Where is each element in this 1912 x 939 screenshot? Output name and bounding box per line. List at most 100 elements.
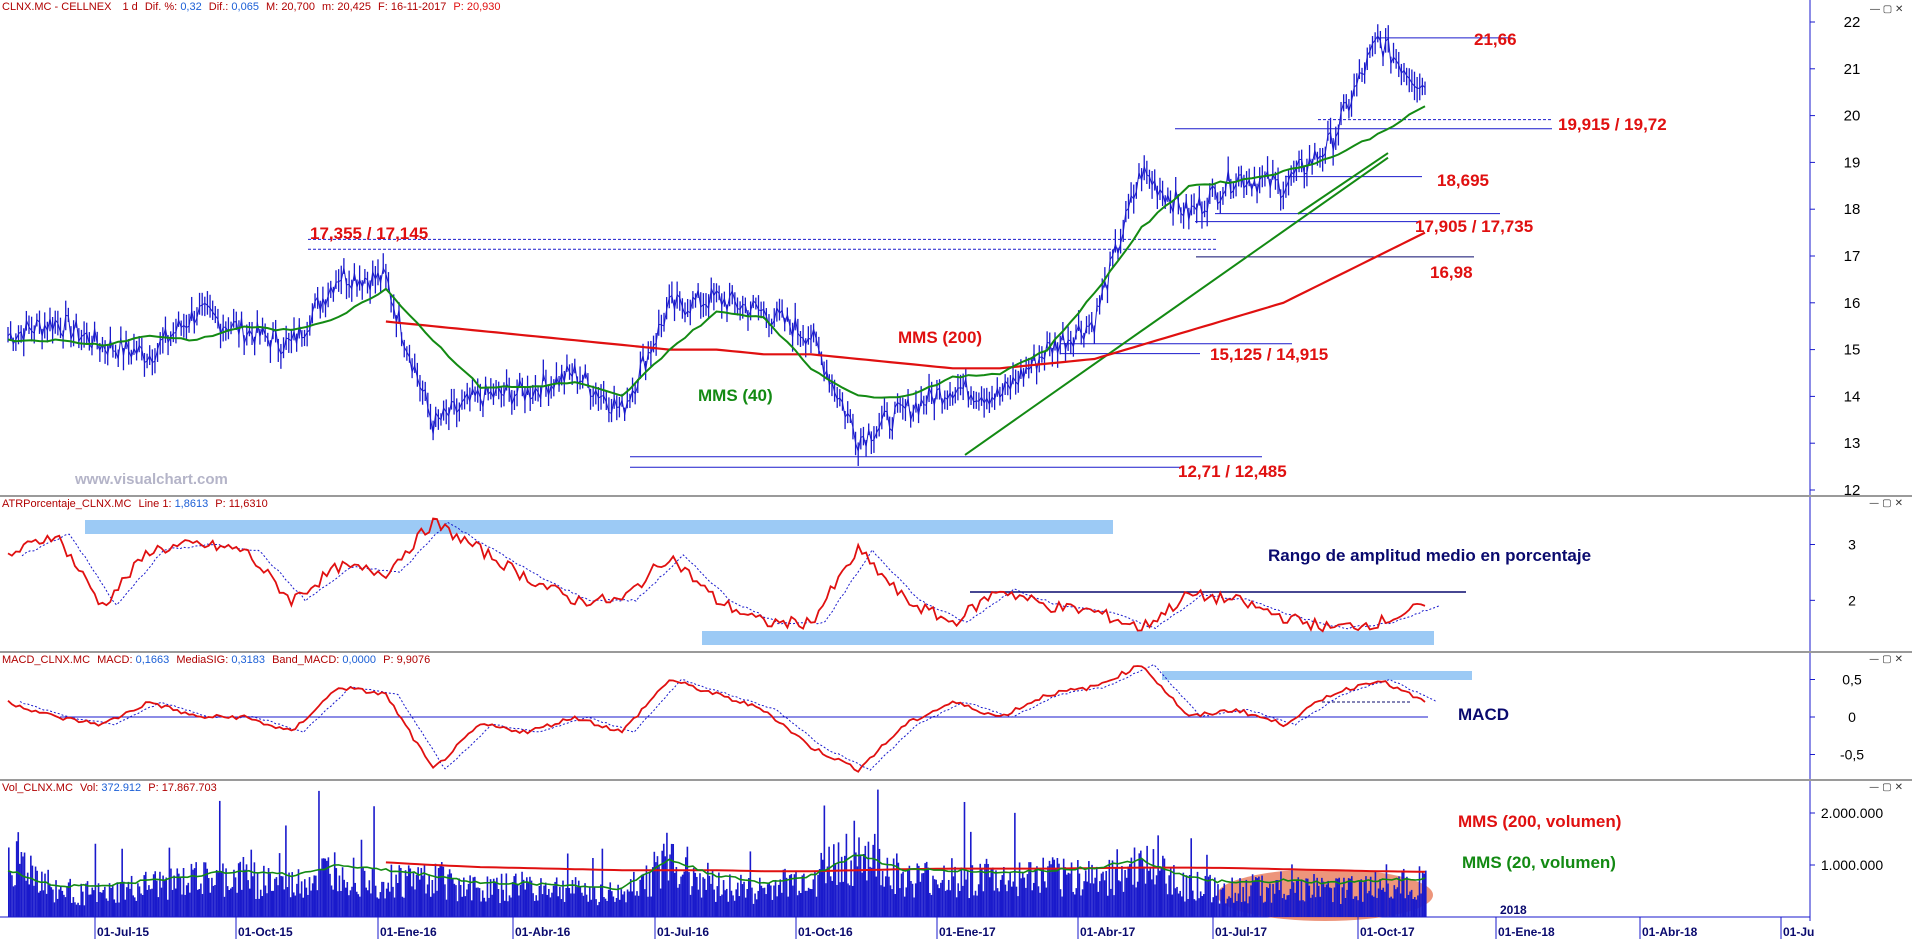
mma200-line[interactable]	[385, 231, 1426, 370]
vol-mma200-line[interactable]	[385, 861, 1426, 873]
watermark: www.visualchart.com	[74, 471, 228, 488]
volume-bar	[1231, 877, 1233, 917]
volume-bar	[167, 899, 169, 917]
trend-line[interactable]	[964, 156, 1389, 456]
volume-bar	[327, 857, 330, 917]
atr-line[interactable]	[7, 517, 1426, 633]
volume-bar	[661, 850, 663, 917]
price-chart[interactable]: — ▢ ✕ 22 21 20 19 18 17 16 15 14 13 12 www.visualcha…	[0, 0, 1912, 497]
volume-bar	[292, 892, 295, 917]
volume-bar	[151, 888, 153, 917]
volume-bar	[916, 863, 919, 917]
pane-separator[interactable]	[0, 779, 1912, 781]
volume-bar	[787, 896, 789, 917]
volume-bar	[974, 890, 977, 917]
volume-bar	[122, 881, 125, 917]
vol-mma20-line[interactable]	[7, 854, 1426, 891]
macd-pane[interactable]: 0,5 0 -0,5 MACD MACD_CLNX.MC MACD: 0,1663 M…	[0, 653, 1912, 780]
volume-bar	[862, 854, 865, 917]
volume-bar	[1034, 868, 1037, 917]
volume-bar	[299, 893, 301, 917]
volume-bar	[579, 886, 582, 917]
volume-bar	[672, 843, 675, 917]
volume-bar	[332, 889, 334, 917]
volume-bar	[420, 867, 423, 917]
volume-bar	[1105, 870, 1107, 917]
volume-bar	[714, 901, 717, 917]
volume-bar	[844, 855, 846, 917]
volume-bar	[762, 888, 764, 917]
volume-bar	[705, 889, 708, 917]
volume-bar	[1281, 898, 1284, 917]
volume-bar	[178, 873, 180, 917]
volume-bar	[379, 892, 382, 917]
volume-bar	[798, 890, 800, 917]
macd-line[interactable]	[7, 665, 1426, 773]
volume-bar	[425, 893, 427, 917]
macd-window-buttons[interactable]: —▢✕	[1869, 654, 1906, 665]
dif-value: 0,065	[231, 1, 259, 13]
volume-window-buttons[interactable]: —▢✕	[1869, 782, 1906, 793]
trend-line[interactable]	[1297, 152, 1389, 215]
volume-bar	[1243, 901, 1246, 917]
volume-bar	[1037, 886, 1040, 917]
volume-bar	[1385, 864, 1388, 917]
volume-bar	[118, 902, 120, 917]
volume-bars[interactable]	[8, 789, 1427, 917]
volume-bar	[1064, 867, 1067, 917]
volume-bar	[965, 879, 967, 917]
volume-bar	[179, 877, 182, 917]
volume-bar	[851, 885, 854, 917]
volume-bar	[1195, 900, 1197, 917]
macd-chart[interactable]: 0,5 0 -0,5 MACD	[0, 653, 1912, 780]
y-axis-tick-label: 0	[1848, 709, 1856, 725]
volume-bar	[711, 870, 714, 917]
volume-bar	[300, 881, 303, 917]
volume-bar	[817, 874, 819, 917]
volume-bar	[1288, 895, 1290, 917]
volume-bar	[568, 887, 571, 917]
volume-bar	[324, 858, 327, 917]
volume-bar	[1415, 899, 1418, 917]
volume-bar	[137, 883, 139, 917]
mma40-line[interactable]	[7, 105, 1426, 399]
volume-bar	[228, 890, 231, 917]
volume-bar	[858, 837, 860, 917]
volume-chart[interactable]: 2.000.000 1.000.000 MMS (200, volumen) MMS …	[0, 781, 1912, 939]
volume-pane[interactable]: 2.000.000 1.000.000 MMS (200, volumen) MMS …	[0, 781, 1912, 939]
pane-separator[interactable]	[0, 651, 1912, 653]
volume-bar	[187, 882, 190, 917]
volume-bar	[656, 856, 659, 917]
volume-bar	[845, 833, 848, 917]
volume-bar	[426, 884, 429, 917]
volume-bar	[713, 889, 715, 917]
volume-bar	[171, 889, 174, 917]
volume-bar	[185, 885, 188, 917]
price-pane[interactable]: CLNX.MC - CELLNEX 1 d Dif. %: 0,32 Dif.:…	[0, 0, 1912, 497]
atr-pane[interactable]: 3 2 Rango de amplitud medio en porcentaje …	[0, 497, 1912, 652]
volume-bar	[722, 880, 725, 917]
volume-bar	[1399, 893, 1402, 917]
atr-window-buttons[interactable]: —▢✕	[1869, 498, 1906, 509]
volume-bar	[1117, 880, 1120, 917]
volume-bar	[565, 888, 567, 917]
volume-bar	[242, 856, 245, 917]
volume-bar	[538, 885, 541, 917]
volume-bar	[626, 889, 629, 917]
highlight-band	[1162, 671, 1472, 680]
volume-bar	[577, 880, 580, 917]
volume-bar	[1388, 897, 1391, 917]
macd-band-value: 0,0000	[342, 654, 377, 666]
volume-bar	[620, 889, 623, 917]
volume-bar	[588, 886, 591, 917]
atr-chart[interactable]: 3 2 Rango de amplitud medio en porcentaje	[0, 497, 1912, 652]
volume-bar	[759, 877, 761, 917]
volume-bar	[91, 887, 94, 917]
volume-bar	[1136, 881, 1139, 917]
volume-bar	[385, 888, 388, 917]
volume-bar	[286, 887, 289, 917]
volume-bar	[889, 885, 892, 917]
pane-separator[interactable]	[0, 495, 1912, 497]
volume-bar	[1344, 897, 1347, 917]
volume-bar	[609, 882, 612, 917]
